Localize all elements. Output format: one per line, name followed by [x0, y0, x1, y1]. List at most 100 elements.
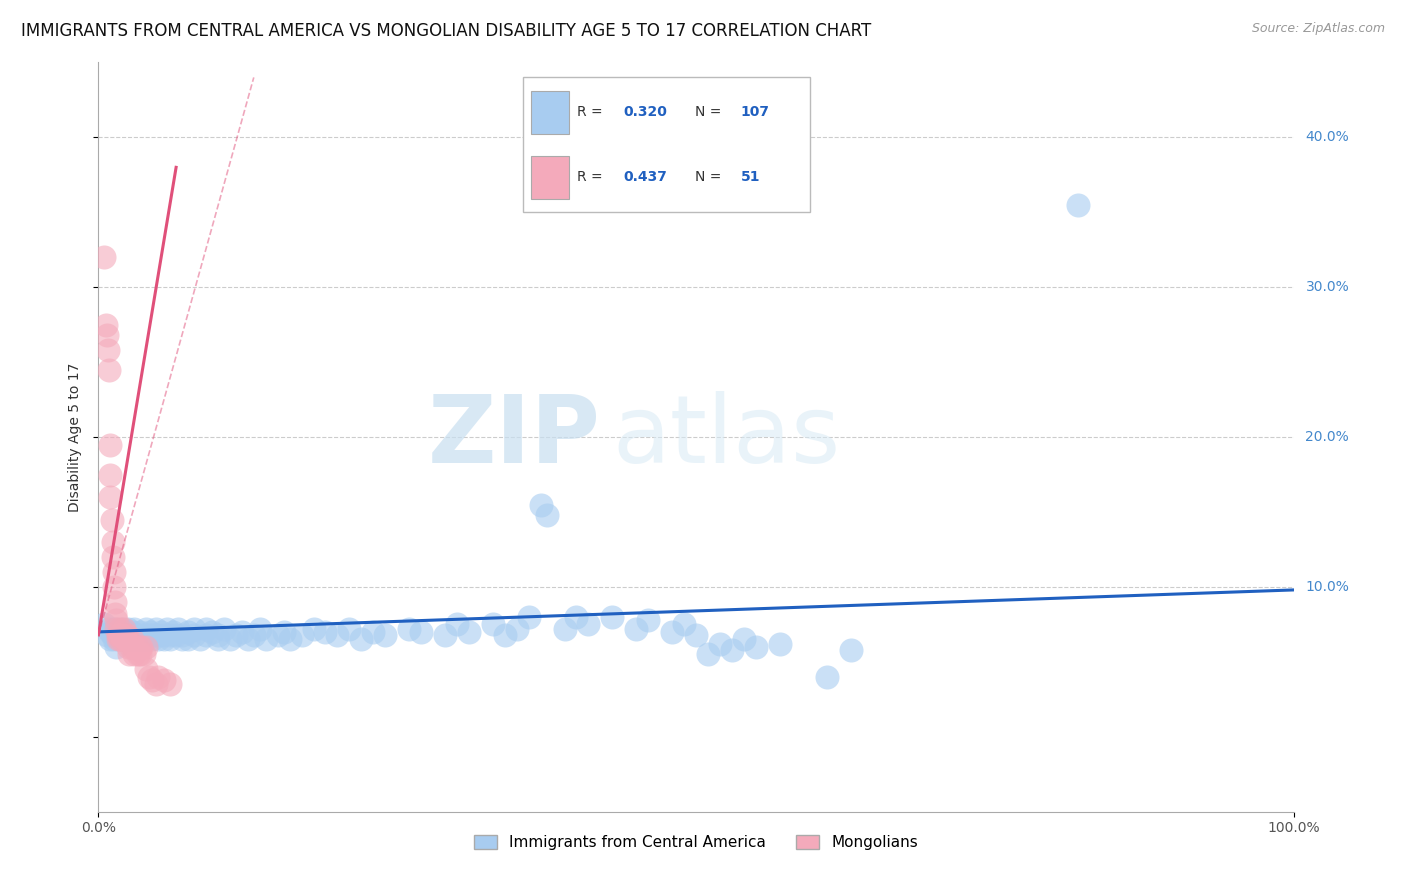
Point — [107, 632, 129, 647]
Point — [125, 640, 148, 654]
Point — [291, 628, 314, 642]
Point — [207, 628, 229, 642]
Point — [145, 677, 167, 691]
Point — [249, 622, 271, 636]
Point — [129, 640, 152, 654]
Point — [1067, 198, 1090, 212]
Point — [111, 628, 134, 642]
Point — [153, 673, 176, 687]
Point — [225, 628, 247, 642]
Point — [141, 628, 163, 642]
Point — [135, 640, 157, 654]
Point — [350, 632, 373, 647]
Point — [129, 632, 152, 647]
Point — [278, 632, 301, 647]
Point — [93, 250, 115, 264]
Point — [107, 628, 129, 642]
Point — [124, 640, 146, 654]
Point — [273, 624, 295, 639]
Legend: Immigrants from Central America, Mongolians: Immigrants from Central America, Mongoli… — [468, 830, 924, 856]
Point — [434, 628, 457, 642]
Point — [98, 437, 122, 451]
Point — [165, 628, 187, 642]
Text: 20.0%: 20.0% — [1306, 430, 1350, 444]
Point — [110, 628, 132, 642]
Point — [201, 624, 224, 639]
Point — [94, 318, 117, 332]
Point — [212, 622, 235, 636]
Text: 10.0%: 10.0% — [1306, 580, 1350, 594]
Point — [98, 490, 122, 504]
Point — [108, 632, 131, 647]
Point — [115, 628, 138, 642]
Point — [96, 628, 118, 642]
Point — [107, 628, 129, 642]
Point — [685, 628, 707, 642]
Point — [139, 624, 162, 639]
Point — [506, 622, 529, 636]
Point — [105, 622, 128, 636]
Point — [148, 628, 170, 642]
Point — [93, 617, 115, 632]
Point — [721, 643, 744, 657]
Point — [121, 632, 143, 647]
Point — [195, 628, 218, 642]
Point — [100, 512, 122, 526]
Point — [115, 632, 138, 647]
Point — [177, 632, 200, 647]
Point — [108, 628, 131, 642]
Point — [138, 628, 160, 642]
Point — [172, 628, 194, 642]
Point — [111, 632, 134, 647]
Point — [127, 648, 149, 662]
Point — [536, 508, 558, 522]
Point — [159, 632, 181, 647]
Point — [315, 624, 337, 639]
Point — [207, 632, 229, 647]
Point — [236, 632, 259, 647]
Point — [565, 610, 588, 624]
Point — [135, 632, 157, 647]
Point — [112, 622, 135, 636]
Point — [841, 643, 863, 657]
Point — [124, 628, 146, 642]
Point — [131, 640, 153, 654]
Point — [97, 343, 120, 358]
Point — [104, 607, 127, 621]
Point — [135, 662, 157, 676]
Text: 40.0%: 40.0% — [1306, 130, 1350, 145]
Point — [697, 648, 720, 662]
Point — [107, 624, 129, 639]
Point — [111, 622, 134, 636]
Point — [494, 628, 516, 642]
Point — [153, 628, 176, 642]
Point — [129, 624, 152, 639]
Point — [111, 632, 134, 647]
Point — [219, 632, 242, 647]
Point — [815, 670, 838, 684]
Point — [709, 637, 731, 651]
Point — [155, 622, 177, 636]
Point — [481, 617, 505, 632]
Point — [101, 549, 124, 564]
Point — [103, 565, 125, 579]
Point — [768, 637, 790, 651]
Point — [98, 362, 121, 376]
Point — [98, 467, 122, 482]
Point — [132, 648, 155, 662]
Point — [114, 628, 136, 642]
Point — [183, 622, 205, 636]
Point — [411, 624, 433, 639]
Y-axis label: Disability Age 5 to 17: Disability Age 5 to 17 — [67, 362, 82, 512]
Point — [446, 617, 468, 632]
Point — [103, 632, 125, 647]
Point — [673, 617, 696, 632]
Point — [145, 622, 167, 636]
Point — [167, 622, 190, 636]
Point — [105, 628, 128, 642]
Point — [121, 624, 143, 639]
Point — [530, 498, 553, 512]
Point — [108, 622, 131, 636]
Point — [339, 622, 361, 636]
Point — [127, 628, 149, 642]
